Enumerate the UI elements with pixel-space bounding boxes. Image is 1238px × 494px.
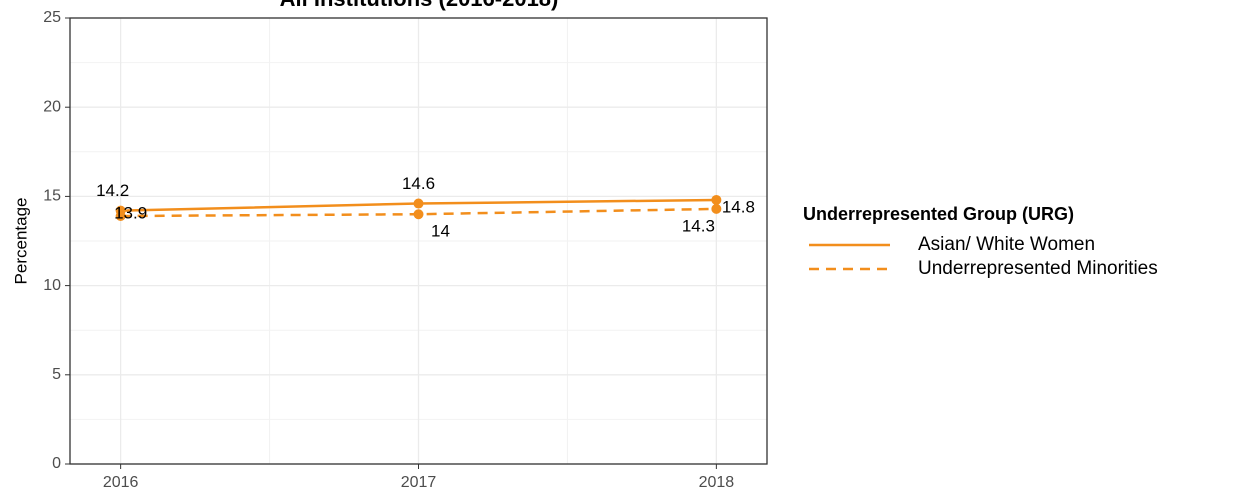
data-label: 14 bbox=[431, 222, 450, 241]
chart-title: All Institutions (2016-2018) bbox=[280, 0, 559, 11]
x-tick-label: 2017 bbox=[401, 474, 437, 491]
data-point bbox=[711, 203, 722, 214]
y-tick-label: 0 bbox=[52, 455, 61, 472]
data-point bbox=[711, 194, 722, 205]
y-tick-label: 10 bbox=[43, 277, 61, 294]
y-tick-label: 25 bbox=[43, 9, 61, 26]
legend-label: Underrepresented Minorities bbox=[918, 258, 1158, 279]
y-axis-label: Percentage bbox=[11, 198, 30, 285]
x-tick-label: 2016 bbox=[103, 474, 139, 491]
y-tick-label: 5 bbox=[52, 366, 61, 383]
legend-title: Underrepresented Group (URG) bbox=[803, 204, 1074, 224]
data-label: 14.2 bbox=[96, 181, 129, 200]
y-tick-label: 15 bbox=[43, 188, 61, 205]
data-label: 13.9 bbox=[114, 204, 147, 223]
y-tick-label: 20 bbox=[43, 98, 61, 115]
data-label: 14.6 bbox=[402, 174, 435, 193]
data-point bbox=[115, 211, 126, 222]
data-label: 14.8 bbox=[722, 197, 755, 216]
data-point bbox=[413, 198, 424, 209]
data-label: 14.3 bbox=[682, 216, 715, 235]
x-tick-label: 2018 bbox=[699, 474, 735, 491]
plot-border bbox=[69, 17, 768, 465]
legend-label: Asian/ White Women bbox=[918, 234, 1095, 255]
data-point bbox=[413, 209, 424, 220]
